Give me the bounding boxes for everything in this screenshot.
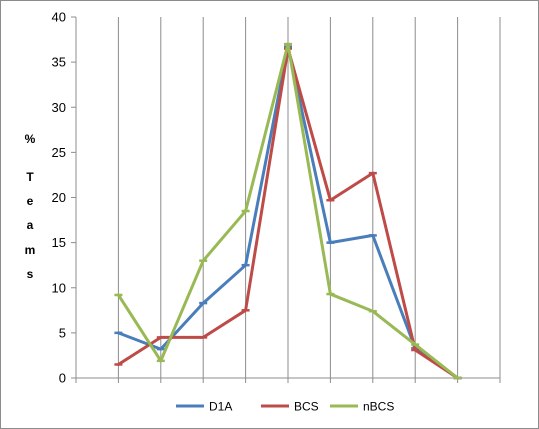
y-axis: 0 5 10 15 20 25 30 35 40 xyxy=(52,10,501,386)
y-tick-label: 5 xyxy=(59,325,66,340)
y-tick-label: 25 xyxy=(52,145,66,160)
y-axis-label-char: e xyxy=(27,194,34,208)
y-axis-label-char: a xyxy=(27,218,34,232)
y-axis-label-char: s xyxy=(27,267,34,281)
series-nbcs xyxy=(114,42,462,380)
y-axis-label-char: % xyxy=(25,132,36,146)
y-tick-label: 0 xyxy=(59,371,66,386)
y-tick-label: 20 xyxy=(52,190,66,205)
y-tick-label: 15 xyxy=(52,235,66,250)
series-lines xyxy=(114,42,462,380)
y-axis-label-char: T xyxy=(26,170,34,184)
legend-label: nBCS xyxy=(363,400,394,414)
y-tick-label: 10 xyxy=(52,280,66,295)
legend: D1A BCS nBCS xyxy=(176,400,394,414)
vertical-gridlines xyxy=(117,17,501,378)
y-tick-label: 35 xyxy=(52,55,66,70)
legend-label: BCS xyxy=(294,400,319,414)
legend-label: D1A xyxy=(209,400,232,414)
y-tick-label: 40 xyxy=(52,10,66,25)
y-tick-label: 30 xyxy=(52,100,66,115)
y-axis-label-char: m xyxy=(25,243,36,257)
